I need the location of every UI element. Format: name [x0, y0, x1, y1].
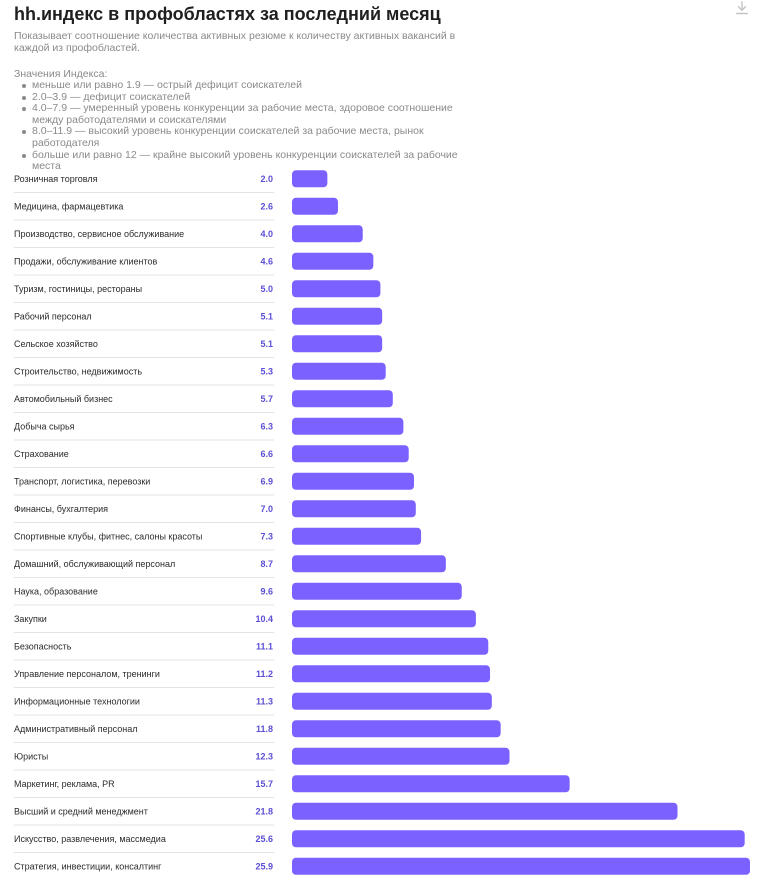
- category-label: Туризм, гостиницы, рестораны: [14, 284, 142, 294]
- value-label: 5.0: [260, 284, 273, 294]
- bar[interactable]: [292, 802, 678, 820]
- category-label: Безопасность: [14, 641, 72, 651]
- value-label: 7.3: [260, 531, 273, 541]
- category-label: Стратегия, инвестиции, консалтинг: [14, 861, 162, 871]
- value-label: 10.4: [255, 614, 273, 624]
- legend-item: 4.0–7.9 — умеренный уровень конкуренции …: [14, 102, 484, 126]
- bar[interactable]: [292, 692, 492, 710]
- value-label: 6.6: [260, 449, 273, 459]
- value-label: 2.0: [260, 174, 273, 184]
- bar[interactable]: [292, 445, 409, 463]
- bar[interactable]: [292, 637, 489, 655]
- bar[interactable]: [292, 500, 416, 518]
- category-label: Сельское хозяйство: [14, 339, 98, 349]
- value-label: 4.6: [260, 256, 273, 266]
- legend-item: больше или равно 12 — крайне высокий уро…: [14, 149, 484, 173]
- bar[interactable]: [292, 857, 750, 875]
- chart-title: hh.индекс в профобластях за последний ме…: [14, 4, 441, 24]
- bar[interactable]: [292, 390, 393, 408]
- bar[interactable]: [292, 610, 476, 628]
- legend-item: меньше или равно 1.9 — острый дефицит со…: [14, 79, 484, 92]
- bar[interactable]: [292, 582, 462, 600]
- bar[interactable]: [292, 280, 381, 298]
- value-label: 5.1: [260, 311, 273, 321]
- value-label: 12.3: [255, 751, 273, 761]
- category-label: Управление персоналом, тренинги: [14, 669, 160, 679]
- value-label: 8.7: [260, 559, 273, 569]
- category-label: Страхование: [14, 449, 69, 459]
- category-label: Искусство, развлечения, массмедиа: [14, 834, 166, 844]
- value-label: 7.0: [260, 504, 273, 514]
- value-label: 11.1: [256, 641, 273, 651]
- bar[interactable]: [292, 720, 501, 738]
- value-label: 11.3: [256, 696, 273, 706]
- category-label: Наука, образование: [14, 586, 98, 596]
- bar[interactable]: [292, 417, 404, 435]
- category-label: Информационные технологии: [14, 696, 140, 706]
- category-label: Производство, сервисное обслуживание: [14, 229, 184, 239]
- value-label: 5.1: [260, 339, 273, 349]
- value-label: 6.3: [260, 421, 273, 431]
- value-label: 11.8: [256, 724, 273, 734]
- bar[interactable]: [292, 252, 374, 270]
- value-label: 21.8: [255, 806, 273, 816]
- bar[interactable]: [292, 307, 383, 325]
- bar[interactable]: [292, 555, 446, 573]
- value-label: 11.2: [256, 669, 273, 679]
- bar[interactable]: [292, 665, 491, 683]
- category-label: Рабочий персонал: [14, 311, 92, 321]
- legend-item: 8.0–11.9 — высокий уровень конкуренции с…: [14, 126, 484, 149]
- category-label: Высший и средний менеджмент: [14, 806, 148, 816]
- bar[interactable]: [292, 830, 745, 848]
- category-label: Автомобильный бизнес: [14, 394, 113, 404]
- category-label: Домашний, обслуживающий персонал: [14, 559, 175, 569]
- bar[interactable]: [292, 225, 363, 243]
- category-label: Маркетинг, реклама, PR: [14, 779, 115, 789]
- category-label: Финансы, бухгалтерия: [14, 504, 108, 514]
- bar[interactable]: [292, 527, 422, 545]
- bar[interactable]: [292, 362, 386, 380]
- category-label: Административный персонал: [14, 724, 138, 734]
- value-label: 5.7: [260, 394, 273, 404]
- category-label: Закупки: [14, 614, 47, 624]
- value-label: 25.9: [255, 861, 273, 871]
- bar[interactable]: [292, 335, 383, 353]
- download-icon[interactable]: [734, 0, 750, 16]
- category-label: Спортивные клубы, фитнес, салоны красоты: [14, 531, 202, 541]
- value-label: 25.6: [255, 834, 273, 844]
- category-label: Транспорт, логистика, перевозки: [14, 476, 150, 486]
- bar[interactable]: [292, 472, 415, 490]
- index-legend-heading: Значения Индекса:: [14, 68, 108, 80]
- bar[interactable]: [292, 775, 570, 793]
- bar[interactable]: [292, 170, 328, 188]
- value-label: 4.0: [260, 229, 273, 239]
- legend-item: 2.0–3.9 — дефицит соискателей: [14, 91, 484, 104]
- bar[interactable]: [292, 747, 510, 765]
- value-label: 6.9: [260, 476, 273, 486]
- bar[interactable]: [292, 197, 338, 215]
- category-label: Медицина, фармацевтика: [14, 201, 123, 211]
- category-label: Продажи, обслуживание клиентов: [14, 256, 158, 266]
- category-label: Розничная торговля: [14, 174, 98, 184]
- category-label: Добыча сырья: [14, 421, 75, 431]
- category-label: Строительство, недвижимость: [14, 366, 142, 376]
- index-legend-list: меньше или равно 1.9 — острый дефицит со…: [14, 79, 484, 173]
- value-label: 2.6: [260, 201, 273, 211]
- chart-subtitle: Показывает соотношение количества активн…: [14, 30, 456, 54]
- value-label: 15.7: [255, 779, 273, 789]
- value-label: 5.3: [260, 366, 273, 376]
- category-label: Юристы: [14, 751, 48, 761]
- value-label: 9.6: [260, 586, 273, 596]
